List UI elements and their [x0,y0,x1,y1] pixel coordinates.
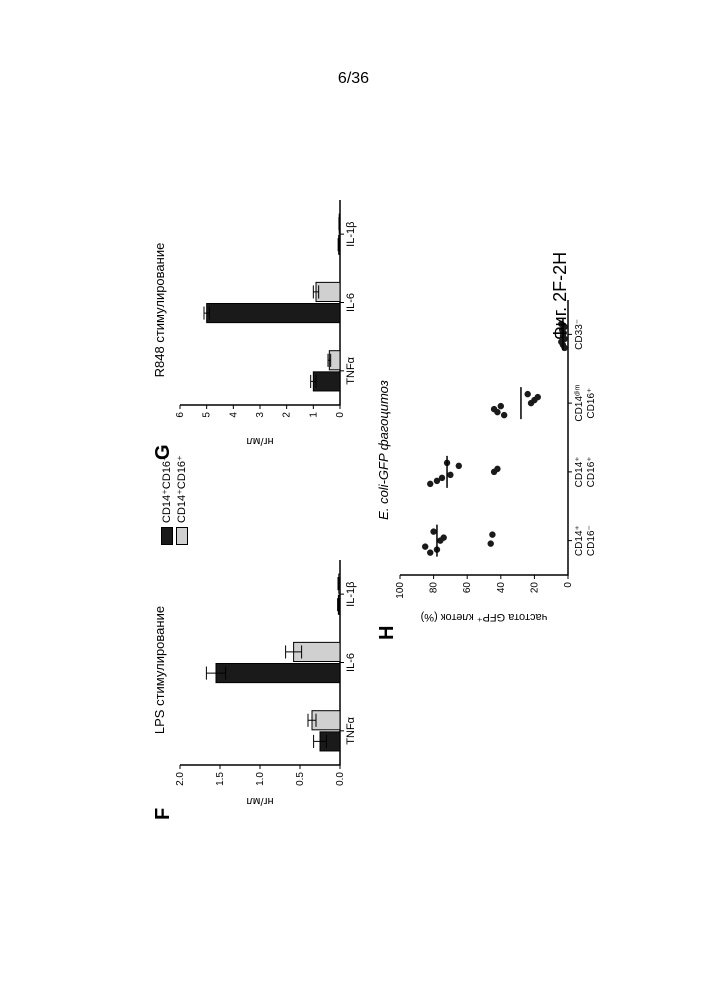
svg-text:TNFα: TNFα [345,716,357,744]
svg-text:CD14⁺: CD14⁺ [574,525,585,556]
svg-text:1: 1 [308,412,319,418]
svg-text:CD16⁺: CD16⁺ [586,456,597,487]
figure-container: F LPS стимулирование 0.00.51.01.52.0нг/м… [30,230,670,750]
svg-text:0: 0 [335,412,346,418]
panel-h-chart: 0 20 40 60 80 100 частота GFP⁺ клеток (%) CD14⁺… [390,290,610,630]
svg-text:частота GFP⁺ клеток (%): частота GFP⁺ клеток (%) [421,611,548,623]
svg-text:80: 80 [429,582,440,594]
legend-swatch-2 [176,527,188,545]
svg-text:3: 3 [255,412,266,418]
svg-text:2.0: 2.0 [175,772,186,786]
panel-f-label: F [152,808,175,820]
svg-text:IL-6: IL-6 [345,653,357,672]
svg-text:1.0: 1.0 [255,772,266,786]
legend-label-2: CD14⁺CD16⁺ [175,455,188,523]
svg-text:CD16⁻: CD16⁻ [586,525,597,556]
svg-text:5: 5 [202,412,213,418]
svg-text:CD33⁻: CD33⁻ [574,319,585,350]
svg-text:IL-6: IL-6 [345,293,357,312]
panel-h: H E. coli-GFP фагоцитоз 020406080100част… [390,290,610,630]
panel-f-chart: 0.0 0.5 1.0 1.5 2.0 нг/мл TNFα IL-6 IL-1β [170,550,370,810]
panel-g-title: R848 стимулирование [152,210,167,410]
panel-f: F LPS стимулирование 0.00.51.01.52.0нг/м… [170,550,370,810]
svg-text:100: 100 [395,582,406,599]
svg-text:TNFα: TNFα [345,356,357,384]
svg-text:0.0: 0.0 [335,772,346,786]
svg-text:CD16⁺: CD16⁺ [586,388,597,419]
page-number: 6/36 [338,70,369,88]
svg-text:2: 2 [282,412,293,418]
svg-text:1.5: 1.5 [215,772,226,786]
svg-text:CD14ᵈⁱᵐ: CD14ᵈⁱᵐ [574,384,585,421]
panel-g-label: G [152,444,175,460]
svg-text:60: 60 [462,582,473,594]
svg-text:нг/мл: нг/мл [246,795,273,807]
svg-text:IL-1β: IL-1β [345,222,357,247]
svg-text:4: 4 [228,412,239,418]
legend: CD14⁺CD16⁻ CD14⁺CD16⁺ [160,455,188,545]
svg-text:0: 0 [563,582,574,588]
panel-g: G R848 стимулирование 0123456нг/млTNFαIL… [170,190,370,450]
svg-text:20: 20 [529,582,540,594]
svg-text:6: 6 [175,412,186,418]
panel-f-title: LPS стимулирование [152,570,167,770]
svg-text:IL-1β: IL-1β [345,582,357,607]
figure-caption: Фиг. 2F-2H [550,252,571,340]
panel-h-title: E. coli-GFP фагоцитоз [376,320,391,580]
legend-label-1: CD14⁺CD16⁻ [160,455,173,523]
svg-text:40: 40 [496,582,507,594]
svg-text:CD14⁺: CD14⁺ [574,456,585,487]
svg-text:0.5: 0.5 [295,772,306,786]
svg-text:нг/мл: нг/мл [246,435,273,447]
legend-swatch-1 [161,527,173,545]
panel-h-label: H [376,626,399,640]
panel-g-chart: 0 1 2 3 4 5 6 нг/мл TNFα IL-6 IL-1β [170,190,370,450]
